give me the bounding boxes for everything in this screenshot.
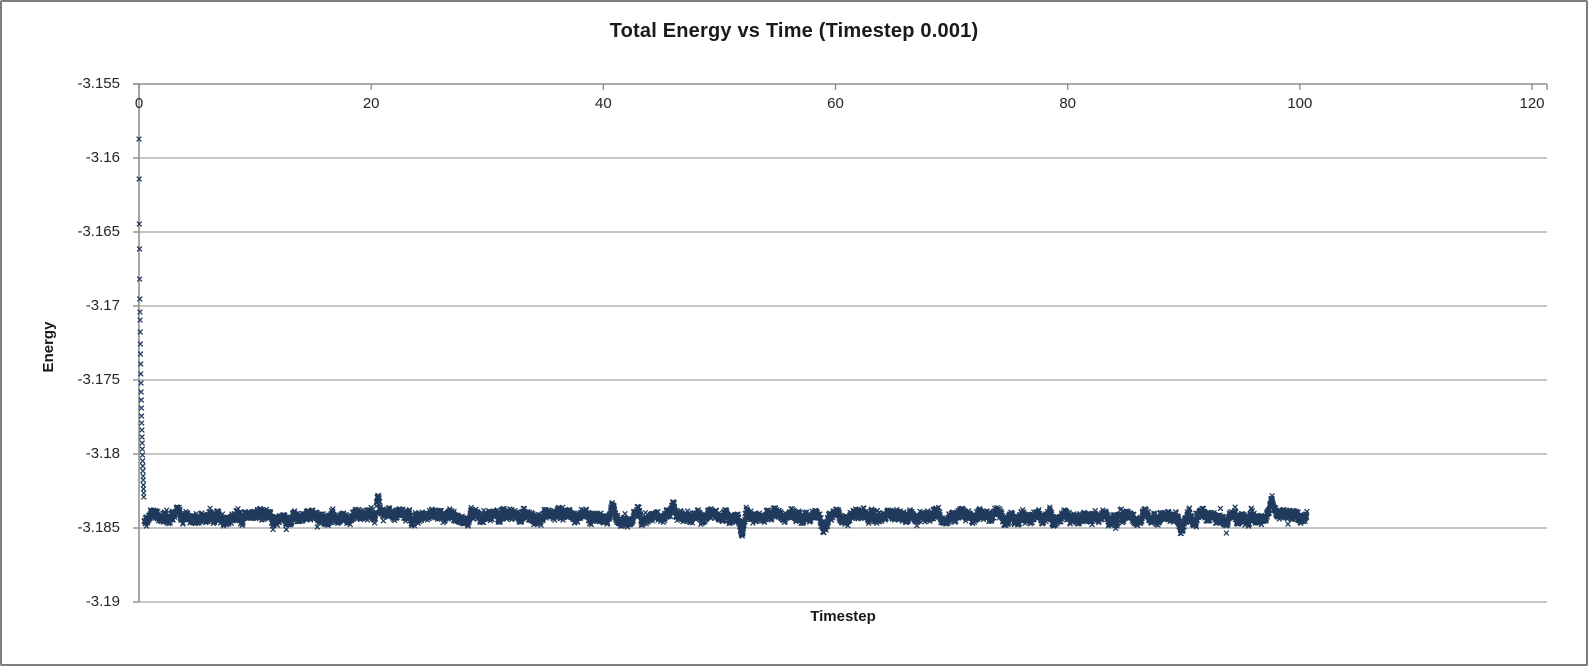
- x-tick-label: 0: [134, 95, 144, 112]
- x-tick-label: 120: [1519, 95, 1545, 112]
- x-tick-label: 60: [827, 95, 844, 112]
- y-tick-label: -3.185: [77, 519, 120, 536]
- data-series-markers: [136, 136, 1310, 539]
- x-tick-label: 20: [362, 95, 380, 112]
- chart-title: Total Energy vs Time (Timestep 0.001): [609, 20, 979, 42]
- x-axis-title: Timestep: [810, 608, 876, 625]
- x-tick-label: 80: [1059, 95, 1076, 112]
- x-tick-label: 40: [594, 95, 612, 112]
- y-tick-label: -3.17: [85, 297, 120, 314]
- y-tick-label: -3.175: [77, 371, 120, 388]
- y-tick-label: -3.18: [85, 445, 120, 462]
- y-tick-label: -3.155: [77, 75, 120, 92]
- y-tick-label: -3.165: [77, 223, 120, 240]
- x-tick-label: 100: [1287, 95, 1313, 112]
- y-tick-label: -3.16: [85, 149, 120, 166]
- y-tick-label: -3.19: [85, 593, 120, 610]
